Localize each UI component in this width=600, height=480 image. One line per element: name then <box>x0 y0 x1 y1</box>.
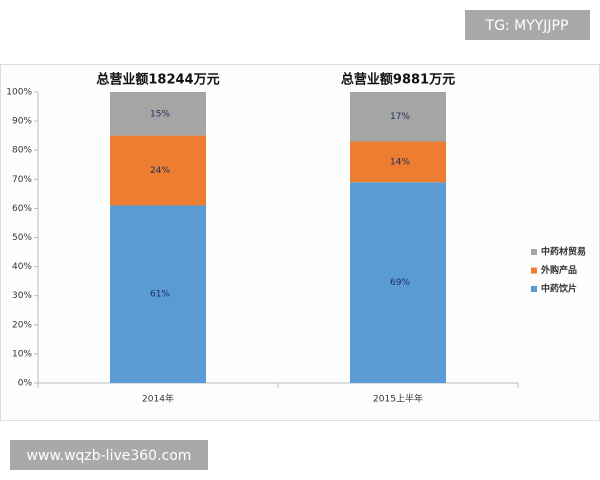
bar-segment <box>110 205 206 383</box>
value-label: 61% <box>150 290 170 300</box>
y-tick-label: 40% <box>12 262 32 272</box>
x-tick-label: 2015上半年 <box>373 393 423 405</box>
y-tick-label: 0% <box>18 379 33 389</box>
value-label: 69% <box>390 278 410 288</box>
value-label: 17% <box>390 112 410 122</box>
annotation: 总营业额18244万元 <box>96 72 219 88</box>
watermark-box <box>465 10 590 40</box>
legend-swatch <box>531 267 537 274</box>
y-tick-label: 100% <box>6 88 32 98</box>
y-tick-label: 60% <box>12 204 32 214</box>
y-tick-label: 10% <box>12 349 32 359</box>
value-label: 14% <box>390 157 410 167</box>
bar-segment <box>350 141 446 183</box>
watermark: TG: MYYJJPP <box>485 18 569 34</box>
y-tick-label: 90% <box>12 117 32 127</box>
bar-segment <box>110 92 206 136</box>
y-tick-label: 80% <box>12 146 32 156</box>
legend-label: 中药饮片 <box>541 283 577 295</box>
legend-swatch <box>531 249 537 255</box>
watermark: www.wqzb-live360.com <box>27 448 192 464</box>
watermark-box <box>10 440 208 470</box>
legend-swatch <box>531 286 537 292</box>
y-tick-label: 20% <box>12 320 32 330</box>
annotation: 总营业额9881万元 <box>341 72 455 88</box>
legend-label: 中药材贸易 <box>541 246 586 258</box>
bar-segment <box>350 92 446 142</box>
y-tick-label: 50% <box>12 233 32 243</box>
value-label: 24% <box>150 166 170 176</box>
value-label: 15% <box>150 109 170 119</box>
bar-segment <box>110 135 206 206</box>
chart-frame <box>0 64 600 421</box>
legend-label: 外购产品 <box>540 264 577 276</box>
x-tick-label: 2014年 <box>142 393 174 405</box>
y-tick-label: 30% <box>12 291 32 301</box>
y-tick-label: 70% <box>12 175 32 185</box>
bar-segment <box>350 182 446 383</box>
